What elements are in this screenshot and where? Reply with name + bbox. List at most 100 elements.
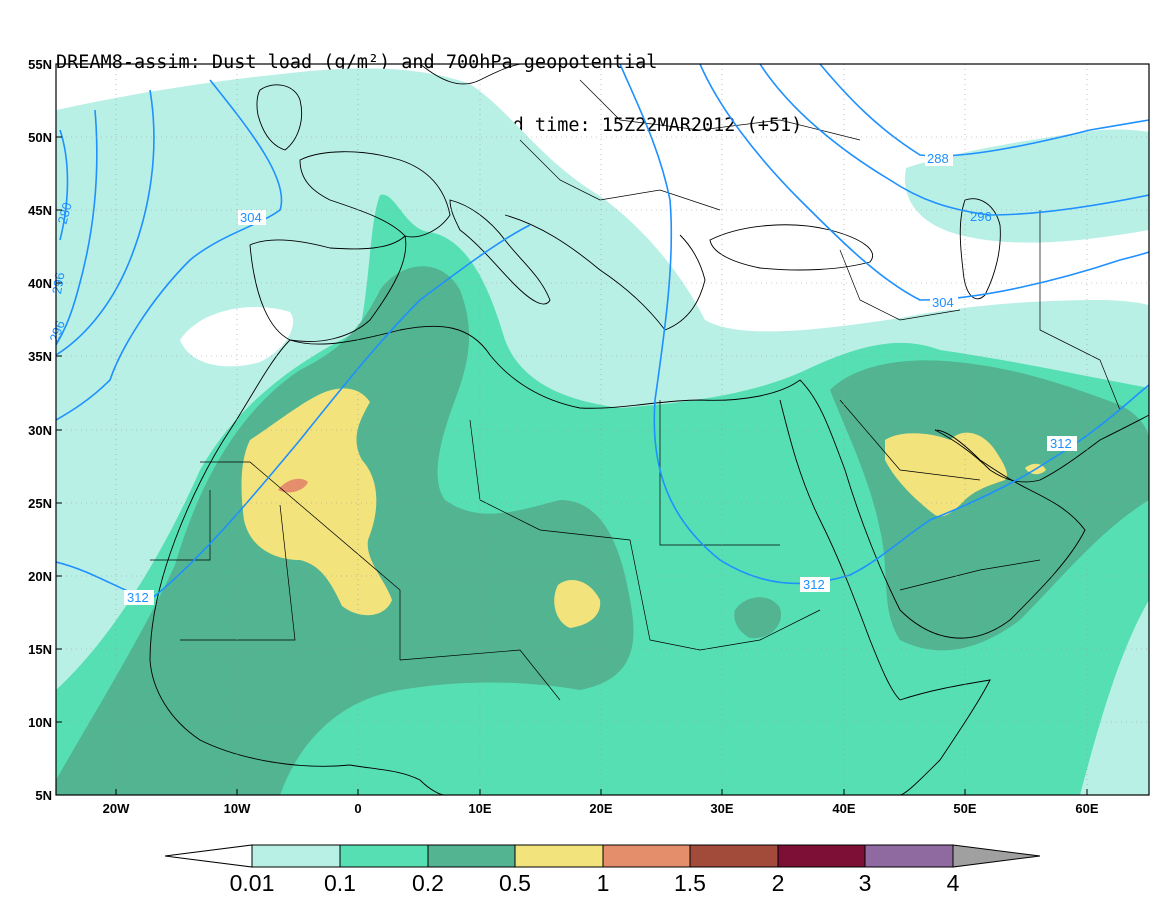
- border: [899, 559, 1041, 591]
- lat-tick-label: 15N: [28, 642, 52, 657]
- contour-label: 296: [46, 319, 68, 345]
- colorbar-high-arrow: [952, 844, 1041, 868]
- tick-marks: [56, 63, 1088, 795]
- colorbar-swatch-2: [777, 844, 866, 868]
- border: [839, 399, 981, 481]
- border: [469, 419, 651, 641]
- lon-tick-label: 30E: [710, 801, 733, 816]
- coastline-iberia: [249, 235, 407, 343]
- lat-tick-label: 25N: [28, 496, 52, 511]
- coastline-scandinavia: [419, 64, 521, 85]
- coastline-arabia: [799, 379, 1086, 639]
- border: [519, 139, 721, 211]
- dust-band-0.2: [734, 597, 781, 639]
- borders: [150, 79, 1121, 701]
- colorbar-swatch-1.5: [689, 844, 779, 868]
- contour-line: [59, 129, 69, 241]
- contour-line: [56, 89, 155, 356]
- colorbar-swatch-3: [864, 844, 954, 868]
- dust-band-1: [278, 478, 308, 493]
- colorbar-label: 0.01: [230, 870, 275, 896]
- border: [649, 609, 821, 651]
- colorbar-label: 1: [597, 870, 610, 896]
- colorbar-label: 0.5: [499, 870, 531, 896]
- lat-tick-label: 35N: [28, 349, 52, 364]
- coastline-west-africa: [149, 339, 351, 767]
- contour-labels: 280 288 296 304 312 312 312 304 296 296: [46, 151, 1077, 605]
- colorbar-low-arrow: [164, 844, 253, 868]
- border: [399, 649, 561, 701]
- lon-tick-label: 10E: [468, 801, 491, 816]
- coastline-caspian: [959, 198, 1001, 300]
- colorbar-swatch-0.5: [514, 844, 604, 868]
- contour-label: 312: [1050, 436, 1072, 451]
- lat-tick-label: 55N: [28, 57, 52, 72]
- gridlines: [56, 64, 1149, 795]
- lon-tick-label: 50E: [953, 801, 976, 816]
- coastline-horn-of-africa: [899, 679, 991, 795]
- coastline-balkans: [504, 214, 706, 331]
- contour-line: [56, 79, 283, 421]
- colorbar-label: 3: [859, 870, 872, 896]
- colorbar-swatch-0.2: [427, 844, 516, 868]
- contour-line: [699, 64, 1149, 301]
- dust-band-0.2: [830, 360, 1149, 651]
- coastline-black-sea: [709, 224, 873, 271]
- border: [200, 461, 401, 660]
- dust-band-0.01: [904, 129, 1149, 243]
- colorbar-label: 1.5: [674, 870, 706, 896]
- lat-tick-label: 10N: [28, 715, 52, 730]
- coastline-british-isles: [256, 84, 303, 151]
- lon-tick-label: 40E: [832, 801, 855, 816]
- lat-tick-label: 45N: [28, 203, 52, 218]
- contour-label: 304: [240, 210, 262, 225]
- colorbar-swatch-0.01: [251, 844, 341, 868]
- coastline-red-sea: [779, 399, 901, 701]
- lat-tick-label: 20N: [28, 569, 52, 584]
- dust-field: [56, 68, 1149, 795]
- lon-tick-label: 0: [354, 801, 361, 816]
- border: [839, 249, 961, 321]
- lat-tick-label: 5N: [35, 788, 52, 803]
- lat-tick-label: 30N: [28, 423, 52, 438]
- contour-label: 312: [803, 577, 825, 592]
- border: [150, 490, 211, 561]
- latitude-labels: 55N 50N 45N 40N 35N 30N 25N 20N 15N 10N …: [28, 57, 52, 803]
- contour-label: 304: [932, 295, 954, 310]
- coastline-persian-gulf: [934, 414, 1149, 483]
- colorbar-label: 0.1: [324, 870, 356, 896]
- border: [579, 79, 861, 141]
- coastline-france: [299, 151, 451, 238]
- clear-area: [180, 307, 294, 367]
- colorbar-label: 0.2: [412, 870, 444, 896]
- contour-line: [759, 64, 1149, 216]
- contour-label: 312: [127, 590, 149, 605]
- colorbar-label: 2: [772, 870, 785, 896]
- contour-line: [619, 64, 1149, 585]
- contour-line: [56, 109, 98, 346]
- title-line-1: DREAM8-assim: Dust load (g/m²) and 700hP…: [56, 52, 658, 73]
- colorbar-swatch-1: [602, 844, 691, 868]
- dust-band-0.5: [241, 388, 392, 616]
- colorbar-swatch-0.1: [339, 844, 429, 868]
- lon-tick-label: 60E: [1075, 801, 1098, 816]
- dust-band-0.5: [885, 432, 1007, 517]
- contour-label: 288: [927, 151, 949, 166]
- border: [659, 400, 780, 546]
- lon-tick-label: 20W: [103, 801, 130, 816]
- border: [180, 504, 296, 641]
- colorbar: 0.01 0.1 0.2 0.5 1 1.5 2 3 4: [164, 844, 1041, 896]
- border: [1039, 210, 1121, 411]
- lat-tick-label: 50N: [28, 130, 52, 145]
- longitude-labels: 20W 10W 0 10E 20E 30E 40E 50E 60E: [103, 801, 1099, 816]
- dust-band-0.5: [554, 580, 601, 628]
- lon-tick-label: 20E: [589, 801, 612, 816]
- contour-label: 296: [970, 209, 992, 224]
- colorbar-label: 4: [947, 870, 960, 896]
- contour-label: 280: [55, 201, 75, 226]
- lon-tick-label: 10W: [224, 801, 251, 816]
- lat-tick-label: 40N: [28, 276, 52, 291]
- coastline-italy: [449, 199, 551, 305]
- contour-line: [819, 64, 1149, 157]
